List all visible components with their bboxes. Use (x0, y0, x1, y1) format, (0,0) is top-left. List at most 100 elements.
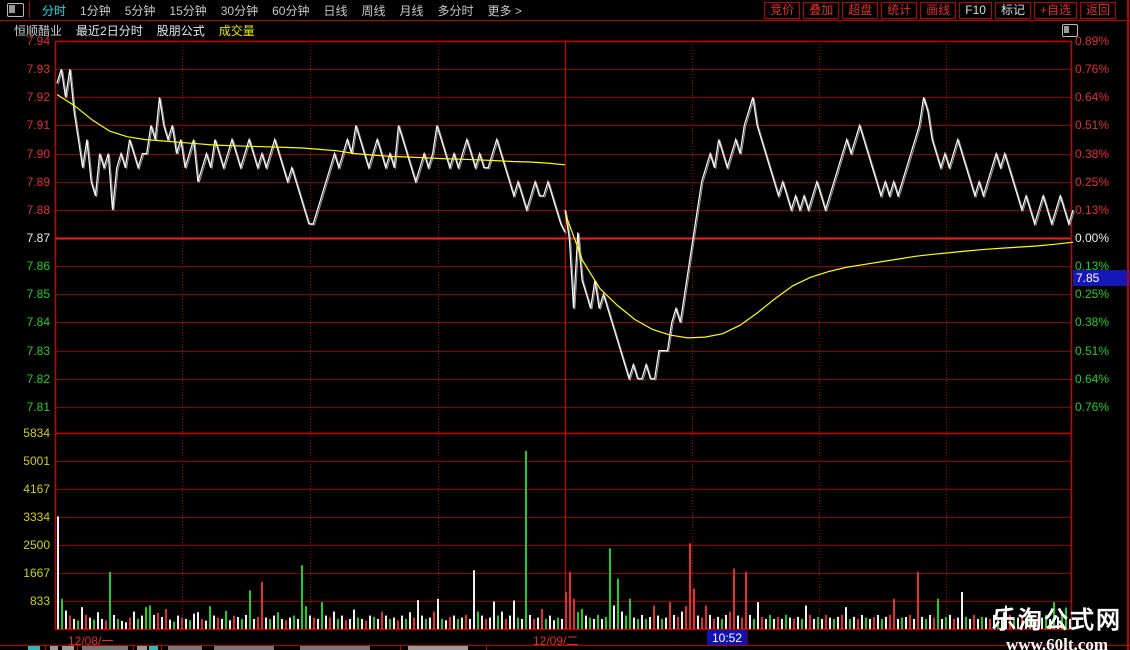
tab-multi-fenshi[interactable]: 多分时 (437, 3, 474, 18)
volume-bar (581, 608, 583, 629)
overlay-button[interactable]: 叠加 (803, 1, 840, 19)
volume-bar (573, 598, 575, 629)
tab-monthly[interactable]: 月线 (399, 3, 424, 18)
topbar-divider (0, 20, 1130, 21)
price-axis-label: 7.83 (26, 344, 50, 358)
volume-bar (1021, 616, 1023, 629)
volume-bar (709, 614, 711, 629)
volume-bar (545, 618, 547, 629)
volume-bar (309, 615, 311, 629)
tab-weekly[interactable]: 周线 (361, 3, 386, 18)
volume-bar (849, 618, 851, 629)
volume-bar (105, 620, 107, 629)
volume-bar (677, 616, 679, 629)
volume-bar (321, 602, 323, 629)
volume-bar (797, 616, 799, 629)
watermark: 乐淘公式网 www.60lt.com (992, 600, 1122, 650)
volume-bar (973, 614, 975, 629)
volume-axis-label: 5001 (23, 454, 50, 468)
mark-button[interactable]: 标记 (994, 1, 1031, 19)
tab-30min[interactable]: 30分钟 (220, 3, 259, 18)
volume-bar (1053, 602, 1055, 629)
tab-1min[interactable]: 1分钟 (80, 3, 111, 18)
volume-bar (705, 605, 707, 629)
volume-bar (149, 605, 151, 629)
volume-bar (577, 612, 579, 629)
volume-bar (821, 618, 823, 629)
tab-15min[interactable]: 15分钟 (169, 3, 207, 18)
volume-bar (365, 620, 367, 629)
price-axis-label: 7.81 (26, 400, 50, 414)
volume-bar (349, 618, 351, 629)
volume-bar (1029, 614, 1031, 629)
toolbar-fragment (168, 646, 202, 650)
toolbar-fragment (161, 646, 162, 650)
volume-bar (761, 616, 763, 629)
price-axis-label: 7.94 (26, 34, 50, 48)
volume-bar (261, 581, 263, 629)
volume-bar (565, 592, 567, 629)
volume-bar (829, 617, 831, 629)
volume-bar (637, 618, 639, 629)
volume-bar (685, 606, 687, 629)
price-axis-label: 7.92 (26, 90, 50, 104)
formula-label[interactable]: 股朋公式 (156, 24, 205, 38)
pct-axis-label: 0.76% (1075, 62, 1110, 76)
volume-bar (449, 616, 451, 629)
avg-line-day1 (56, 93, 566, 166)
volume-bar (877, 614, 879, 629)
volume-bar (433, 611, 435, 629)
volume-axis-label: 833 (29, 594, 50, 608)
volume-bar (529, 614, 531, 629)
volume-bar (785, 614, 787, 629)
tab-fenshi[interactable]: 分时 (42, 3, 67, 18)
tab-more[interactable]: 更多 > (487, 3, 522, 18)
volume-bar (873, 616, 875, 629)
volume-bar (505, 618, 507, 629)
volume-bar (645, 618, 647, 629)
toolbar-fragment (149, 646, 158, 650)
window-panel-icon[interactable] (7, 3, 24, 17)
volume-bar (517, 617, 519, 629)
toolbar-fragment (486, 646, 487, 650)
volume-bar (293, 615, 295, 629)
volume-bar (773, 618, 775, 629)
volume-bar (733, 568, 735, 629)
pct-axis-label: 0.25% (1075, 287, 1110, 301)
volume-bar (481, 615, 483, 629)
toolbar-fragment (300, 646, 370, 650)
tab-daily[interactable]: 日线 (323, 3, 348, 18)
tab-5min[interactable]: 5分钟 (124, 3, 156, 18)
stock-name[interactable]: 恒顺醋业 (14, 24, 63, 38)
f10-button[interactable]: F10 (959, 1, 992, 19)
back-button[interactable]: 返回 (1079, 1, 1116, 19)
bid-button[interactable]: 竞价 (764, 1, 801, 19)
volume-axis-label: 1667 (23, 566, 50, 580)
panel-toggle-icon[interactable] (1062, 24, 1078, 37)
volume-bar (81, 607, 83, 629)
add-watchlist-button[interactable]: +自选 (1033, 1, 1077, 19)
pct-axis-label: 0.00% (1075, 231, 1110, 245)
drawline-button[interactable]: 画线 (920, 1, 957, 19)
volume-bar (129, 617, 131, 629)
tab-60min[interactable]: 60分钟 (272, 3, 310, 18)
indicator-label[interactable]: 成交量 (218, 24, 255, 38)
volume-bar (569, 571, 571, 629)
chaopan-button[interactable]: 超盘 (842, 1, 879, 19)
volume-bar (57, 516, 59, 629)
volume-bar (437, 598, 439, 629)
volume-bar (793, 618, 795, 629)
volume-bar (273, 615, 275, 629)
volume-bar (165, 608, 167, 629)
volume-bar (381, 611, 383, 629)
volume-bar (985, 617, 987, 629)
pct-axis-label: 0.38% (1075, 147, 1110, 161)
volume-bar (177, 615, 179, 629)
volume-bar (73, 618, 75, 629)
volume-bar (425, 618, 427, 629)
stats-button[interactable]: 统计 (881, 1, 918, 19)
volume-bar (265, 617, 267, 629)
volume-bar (593, 618, 595, 629)
